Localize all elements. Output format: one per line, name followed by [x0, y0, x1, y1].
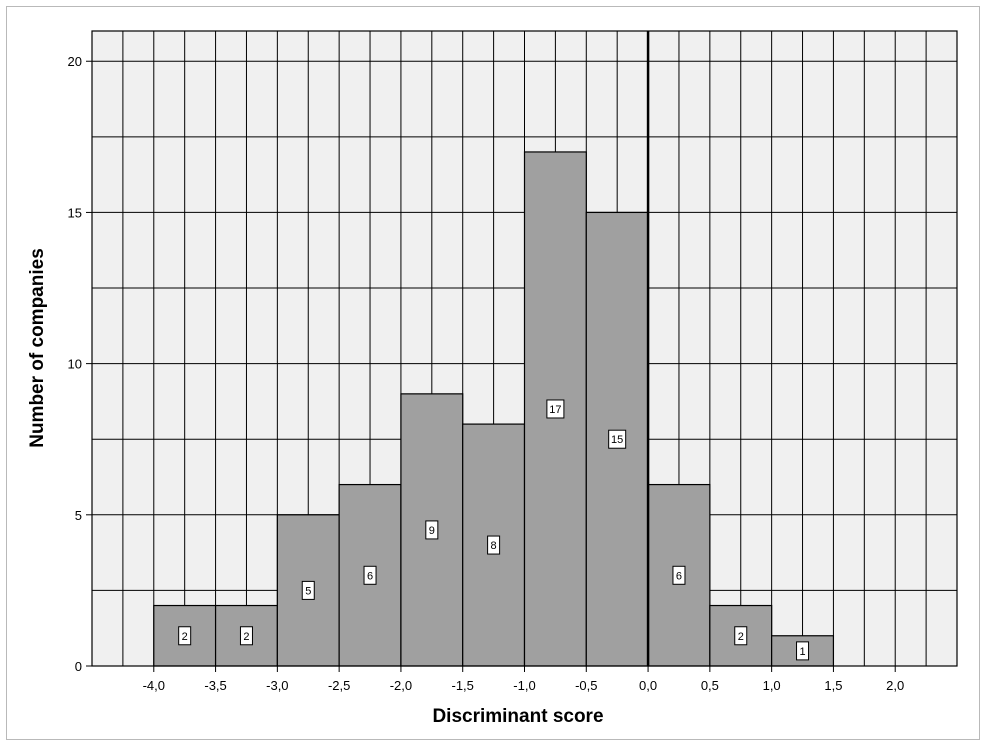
bar-label-box [178, 626, 192, 646]
x-tick-label: -1,5 [452, 678, 474, 693]
bar-value-label: 2 [243, 631, 249, 643]
bar-label-box [608, 429, 627, 449]
y-tick-label: 5 [75, 508, 82, 523]
x-tick-label: -0,5 [575, 678, 597, 693]
bar-value-label: 9 [429, 525, 435, 537]
bar-label-box [425, 520, 439, 540]
bar-label-box [546, 399, 565, 419]
y-tick-label: 15 [68, 205, 82, 220]
x-tick-label: 0,5 [701, 678, 719, 693]
bar-value-label: 6 [676, 570, 682, 582]
bar-label-box [734, 626, 748, 646]
x-tick-label: 2,0 [886, 678, 904, 693]
y-tick-label: 20 [68, 54, 82, 69]
bar-label-box [796, 641, 810, 661]
bar-label-box [487, 535, 501, 555]
bar-value-label: 15 [611, 434, 623, 446]
x-tick-label: -3,0 [266, 678, 288, 693]
x-tick-label: -3,5 [204, 678, 226, 693]
y-axis: 0 5 10 15 20 [68, 54, 92, 674]
x-tick-label: 1,0 [763, 678, 781, 693]
x-axis: -4,0 -3,5 -3,0 -2,5 -2,0 -1,5 -1,0 -0,5 0,0 0,5 1,… [143, 666, 904, 693]
bar-label-box [239, 626, 253, 646]
y-axis-title: Number of companies [27, 248, 48, 448]
bar-value-label: 5 [305, 585, 311, 597]
x-tick-label: -2,0 [390, 678, 412, 693]
x-tick-label: 1,5 [824, 678, 842, 693]
x-tick-label: 0,0 [639, 678, 657, 693]
bar-value-label: 17 [549, 404, 561, 416]
bar-label-box [672, 565, 686, 585]
bar-label-box [363, 565, 377, 585]
bar-value-label: 8 [491, 540, 497, 552]
y-tick-label: 10 [68, 357, 82, 372]
bar-value-label: 2 [182, 631, 188, 643]
y-tick-label: 0 [75, 659, 82, 674]
bar-value-label: 1 [799, 646, 805, 658]
x-axis-title: Discriminant score [432, 706, 603, 727]
bar-label-box [301, 580, 315, 600]
bar-value-label: 2 [738, 631, 744, 643]
bar-value-label: 6 [367, 570, 373, 582]
x-tick-label: -2,5 [328, 678, 350, 693]
x-tick-label: -4,0 [143, 678, 165, 693]
x-tick-label: -1,0 [513, 678, 535, 693]
bar-labels: 2 2 5 6 9 8 17 15 6 2 1 [178, 399, 810, 661]
